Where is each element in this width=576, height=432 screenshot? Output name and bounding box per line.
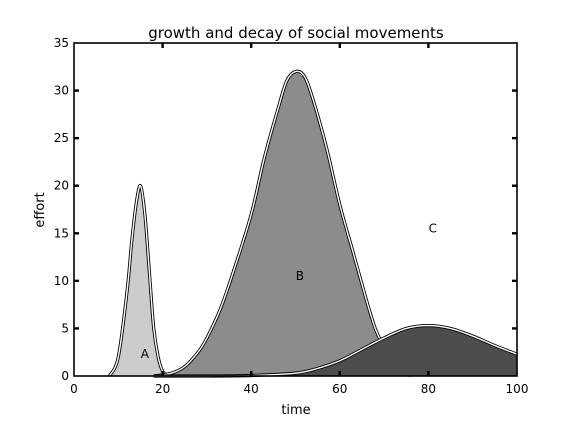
series-b-area: [153, 71, 411, 376]
chart-title: growth and decay of social movements: [148, 24, 444, 42]
y-tick-label: 35: [54, 36, 69, 50]
x-tick-label: 60: [332, 382, 347, 396]
x-tick-label: 20: [155, 382, 170, 396]
x-axis-label: time: [281, 403, 310, 418]
series-b-line: [153, 70, 412, 377]
y-tick-label: 0: [61, 369, 69, 383]
series-layer: [107, 69, 518, 378]
series-label-a: A: [141, 347, 150, 361]
x-tick-label: 40: [244, 382, 259, 396]
x-tick-label: 100: [506, 382, 529, 396]
y-tick-label: 5: [61, 321, 69, 335]
series-label-b: B: [296, 269, 304, 283]
y-tick-label: 15: [54, 226, 69, 240]
y-axis-label: effort: [33, 192, 48, 227]
axis-ticks: 0 20 40 60 80 100 0 5 10 15 20 25 30 35: [54, 36, 529, 396]
series-labels: A B C: [141, 222, 437, 362]
series-label-c: C: [429, 222, 437, 236]
series-a-area: [109, 185, 172, 376]
x-tick-label: 0: [70, 382, 78, 396]
x-tick-label: 80: [421, 382, 436, 396]
y-tick-label: 20: [54, 179, 69, 193]
series-c-area: [153, 325, 518, 376]
y-tick-label: 10: [54, 274, 69, 288]
plot-frame: [73, 42, 518, 377]
y-tick-label: 30: [54, 84, 69, 98]
y-tick-label: 25: [54, 131, 69, 145]
